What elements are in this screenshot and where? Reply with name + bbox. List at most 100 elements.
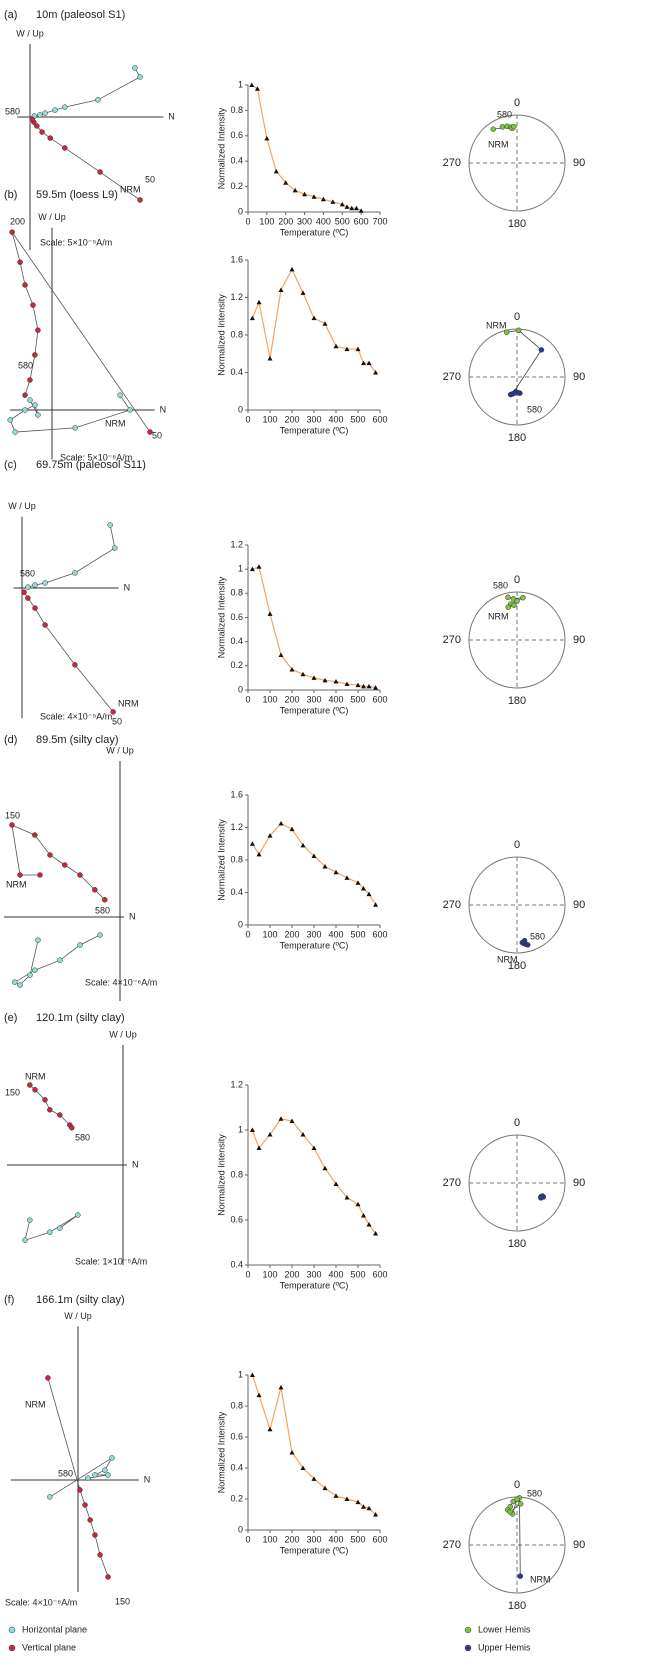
up-label: W / Up	[64, 1311, 92, 1321]
intensity-point	[373, 685, 379, 690]
horizontal-point	[17, 982, 23, 988]
horizontal-point	[27, 972, 33, 978]
panel-title: 69.75m (paleosol S11)	[36, 459, 146, 471]
intensity-point	[355, 346, 361, 352]
intensity-point	[344, 204, 350, 209]
stereo-point	[520, 594, 526, 601]
x-tick-label: 300	[306, 929, 321, 939]
stereo-point	[514, 598, 520, 604]
zij-annotation: 580	[58, 1468, 73, 1478]
legend-swatch	[464, 1626, 472, 1634]
y-tick-label: 1	[238, 564, 243, 574]
x-tick-label: 300	[306, 1534, 321, 1544]
horizontal-point	[127, 407, 133, 413]
intensity-point	[256, 851, 262, 857]
panel-title: 10m (paleosol S1)	[36, 9, 125, 21]
y-tick-label: 0.4	[230, 1259, 243, 1269]
panel-title: 166.1m (silty clay)	[36, 1294, 125, 1306]
intensity-point	[249, 566, 255, 572]
y-axis-label: Normalized Intensity	[216, 1134, 226, 1216]
intensity-point	[366, 891, 372, 897]
y-tick-label: 0.4	[230, 367, 243, 377]
intensity-point	[333, 343, 339, 349]
vertical-point	[37, 872, 43, 878]
horizontal-point	[109, 1455, 115, 1461]
x-axis-label: Temperature (ºC)	[280, 425, 349, 435]
horizontal-point	[95, 97, 101, 103]
intensity-line	[251, 84, 362, 212]
vertical-point	[9, 229, 15, 235]
intensity-point	[267, 1132, 273, 1137]
stereo-label: 270	[443, 1177, 461, 1189]
panel-label: (f)	[4, 1294, 14, 1306]
zij-annotation: 580	[95, 905, 110, 915]
vertical-point	[45, 1375, 51, 1381]
x-tick-label: 400	[328, 929, 343, 939]
vertical-point	[42, 622, 48, 628]
stereo-point	[517, 1573, 524, 1579]
stereo-label: 270	[443, 371, 461, 383]
y-tick-label: 0	[238, 919, 243, 929]
zij-annotation: 50	[152, 430, 162, 440]
intensity-point	[311, 194, 317, 199]
horizontal-point	[22, 1237, 28, 1243]
zij-annotation: NRM	[120, 184, 141, 194]
intensity-point	[264, 135, 270, 141]
zij-annotation: 50	[112, 716, 122, 726]
x-tick-label: 100	[262, 694, 277, 704]
intensity-point	[333, 679, 339, 684]
intensity-line	[251, 822, 377, 906]
y-tick-label: 0.6	[230, 130, 243, 140]
x-tick-label: 500	[350, 1269, 365, 1279]
x-tick-label: 500	[350, 414, 365, 424]
vertical-point	[77, 1487, 83, 1493]
intensity-point	[361, 360, 366, 366]
y-tick-label: 0.2	[230, 1493, 243, 1503]
intensity-point	[311, 1476, 317, 1481]
vertical-point	[32, 1087, 38, 1093]
x-tick-label: 100	[259, 216, 274, 226]
y-tick-label: 1.6	[230, 789, 243, 799]
intensity-point	[344, 681, 350, 686]
y-tick-label: 1.2	[230, 822, 243, 832]
zij-annotation: NRM	[25, 1071, 46, 1081]
horizontal-point	[85, 1475, 91, 1481]
intensity-point	[344, 1195, 350, 1200]
zij-annotation: 580	[18, 360, 33, 370]
north-label: N	[124, 582, 131, 592]
vertical-point	[92, 887, 98, 893]
zij-annotation: 580	[75, 1132, 90, 1142]
stereo-label: 270	[443, 157, 461, 169]
intensity-point	[249, 1372, 255, 1377]
intensity-point	[289, 826, 295, 832]
x-tick-label: 100	[262, 414, 277, 424]
horizontal-point	[47, 1229, 53, 1235]
north-label: N	[160, 404, 167, 414]
legend-swatch	[464, 1644, 472, 1652]
vertical-point	[47, 852, 53, 858]
zij-annotation: NRM	[105, 418, 126, 428]
horizontal-point	[102, 1467, 108, 1473]
zij-annotation: NRM	[25, 1399, 46, 1409]
y-axis-label: Normalized Intensity	[216, 1411, 226, 1493]
north-label: N	[129, 911, 136, 921]
vertical-point	[39, 129, 45, 135]
up-label: W / Up	[106, 745, 134, 755]
vertical-point	[32, 605, 38, 611]
stereo-annotation: NRM	[488, 611, 509, 621]
intensity-point	[373, 1231, 379, 1236]
y-tick-label: 0.6	[230, 1214, 243, 1224]
y-tick-label: 0.8	[230, 854, 243, 864]
x-tick-label: 0	[245, 929, 250, 939]
stereo-label: 270	[443, 899, 461, 911]
y-tick-label: 1.6	[230, 254, 243, 264]
horizontal-point	[25, 584, 31, 590]
x-axis-label: Temperature (ºC)	[280, 940, 349, 950]
stereo-annotation: NRM	[486, 320, 507, 330]
stereo-point	[538, 347, 545, 353]
intensity-point	[278, 820, 284, 826]
x-tick-label: 500	[350, 929, 365, 939]
intensity-point	[249, 841, 255, 846]
x-tick-label: 200	[278, 216, 293, 226]
intensity-point	[358, 208, 364, 213]
